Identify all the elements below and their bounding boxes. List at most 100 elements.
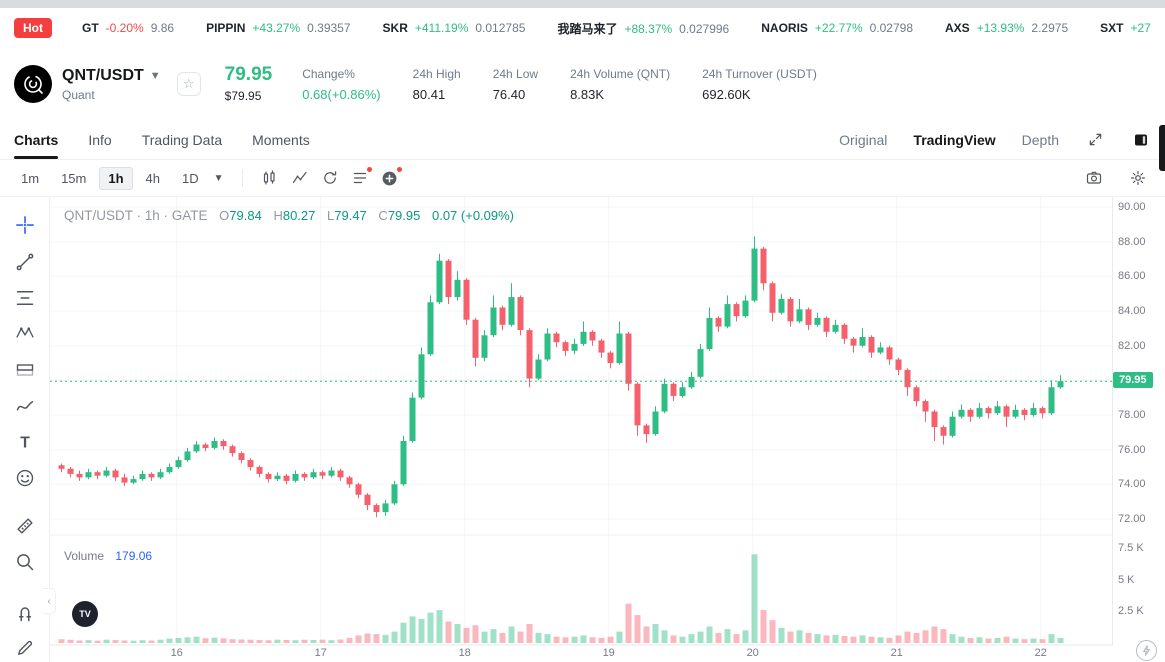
settings-gear-icon[interactable] [1123,165,1153,191]
legend-h-label: H [273,208,283,223]
indicators-icon[interactable] [285,165,315,191]
tradingview-logo[interactable]: TV [72,601,98,627]
stat-label: 24h Turnover (USDT) [702,66,817,81]
usd-price: $79.95 [224,89,262,103]
ticker-item[interactable]: 我踏马来了 +88.37% 0.027996 [557,20,729,37]
time-axis-label: 22 [1034,647,1047,659]
refresh-icon[interactable] [315,165,345,191]
volume-axis-label: 7.5 K [1118,542,1144,554]
panel-toggle-icon[interactable] [1131,130,1151,150]
timeframe-1h[interactable]: 1h [99,166,133,190]
xabcd-pattern-tool-icon[interactable] [13,321,37,345]
add-indicator-icon[interactable] [375,165,405,191]
pair-name-block: QNT/USDT ▼ Quant [62,67,161,102]
favorite-star-button[interactable]: ☆ [176,72,201,96]
ticker-item[interactable]: SKR +411.19% 0.012785 [383,21,526,35]
market-stats: Change% 0.68(+0.86%) 24h High 80.41 24h Low 7… [302,67,817,102]
ticker-item[interactable]: GT -0.20% 9.86 [82,21,174,35]
template-icon[interactable] [345,165,375,191]
view-tab-original[interactable]: Original [839,131,888,148]
screenshot-icon[interactable] [1079,165,1109,191]
crosshair-tool-icon[interactable] [13,213,37,237]
trend-line-tool-icon[interactable] [13,250,37,274]
page-scrollbar[interactable] [1159,125,1165,171]
stat-label: Change% [302,66,355,81]
timeframe-dropdown-icon[interactable]: ▼ [213,172,224,184]
pair-title: QNT/USDT [62,66,144,84]
stat-value: 76.40 [492,86,526,102]
hot-badge: Hot [14,18,52,38]
ticker-item[interactable]: AXS +13.93% 2.2975 [945,21,1068,35]
volume-legend: Volume 179.06 [64,549,152,563]
chart-legend: QNT/USDT · 1h · GATE O79.84 H80.27 L79.4… [64,208,514,223]
emoji-tool-icon[interactable] [13,466,37,490]
zoom-tool-icon[interactable] [13,550,37,574]
chart-tab-bar: Charts Info Trading Data Moments Original Tr… [0,120,1165,160]
tradingview-chart[interactable]: T ‹ QNT/USDT · 1h · GATE O79.84 H80.27 L… [0,197,1165,662]
ticker-symbol: PIPPIN [206,21,246,35]
tab-moments[interactable]: Moments [252,131,310,148]
long-position-tool-icon[interactable] [13,358,37,382]
timeframe-1m[interactable]: 1m [21,170,40,186]
ticker-item[interactable]: PIPPIN +43.27% 0.39357 [206,21,350,35]
stat-label: 24h Low [492,66,539,81]
ticker-symbol: GT [82,21,99,35]
text-tool-icon[interactable]: T [13,430,37,454]
tab-charts[interactable]: Charts [14,120,59,159]
ticker-item[interactable]: SXT+27.87%0.03583 [1100,21,1151,35]
timeframe-1D[interactable]: 1D [182,170,199,186]
volume-axis-label: 2.5 K [1118,605,1144,618]
chart-style-icon[interactable] [255,165,285,191]
ticker-change: -0.20% [105,21,144,35]
quant-coin-logo [14,65,52,103]
timeframe-15m[interactable]: 15m [61,170,87,186]
legend-h-value: 80.27 [282,208,316,223]
timeframe-4h[interactable]: 4h [145,170,160,186]
fullscreen-icon[interactable] [1085,130,1105,150]
ruler-tool-icon[interactable] [13,514,37,538]
pair-dropdown-icon[interactable]: ▼ [149,69,161,82]
ticker-change: +43.27% [252,21,301,35]
brush-tool-icon[interactable] [13,394,37,418]
ticker-item[interactable]: NAORIS +22.77% 0.02798 [761,21,913,35]
stat-item: 24h Low 76.40 [493,67,538,102]
stat-item: 24h Volume (QNT) 8.83K [570,67,670,102]
ticker-list: GT -0.20% 9.86 PIPPIN +43.27% 0.39357 SKR +411.… [82,20,1151,37]
view-tab-depth[interactable]: Depth [1021,131,1059,148]
stat-label: 24h Volume (QNT) [570,66,671,81]
stat-value: 8.83K [570,86,605,102]
ticker-change: +22.77% [814,21,863,35]
toolbar-collapse-handle[interactable]: ‹ [43,588,56,614]
stat-value: 80.41 [412,86,446,102]
ticker-symbol: SXT [1100,21,1124,35]
view-tab-tradingview[interactable]: TradingView [913,131,996,148]
notification-dot [366,167,372,172]
legend-c-value: 79.95 [387,208,421,223]
chart-toolbar: 1m 15m 1h 4h 1D ▼ [0,160,1165,197]
price-axis-label: 86.00 [1118,270,1146,283]
ticker-price: 0.027996 [679,21,730,36]
stat-item: 24h Turnover (USDT) 692.60K [702,67,817,102]
stat-item: 24h High 80.41 [413,67,461,102]
price-axis-label: 78.00 [1118,408,1146,421]
tab-trading-data[interactable]: Trading Data [141,131,223,148]
fib-retracement-tool-icon[interactable] [13,286,37,310]
volume-label: Volume [64,549,105,563]
ticker-symbol: SKR [382,21,408,35]
magnet-tool-icon[interactable] [13,601,37,625]
price-axis-label: 74.00 [1118,478,1146,491]
last-price-tag: 79.95 [1113,372,1153,389]
time-axis-label: 18 [458,647,471,659]
time-axis-label: 21 [890,647,903,659]
candlestick-chart[interactable] [50,197,1113,662]
tab-info[interactable]: Info [88,131,112,148]
price-axis-label: 72.00 [1118,512,1146,525]
quick-widget-icon[interactable] [1136,640,1157,661]
legend-c-label: C [378,208,388,223]
edit-tool-icon[interactable] [13,636,37,660]
ticker-price: 2.2975 [1031,21,1069,35]
time-axis-label: 16 [170,647,183,659]
ticker-change: +13.93% [976,21,1025,35]
notification-dot [396,167,402,172]
